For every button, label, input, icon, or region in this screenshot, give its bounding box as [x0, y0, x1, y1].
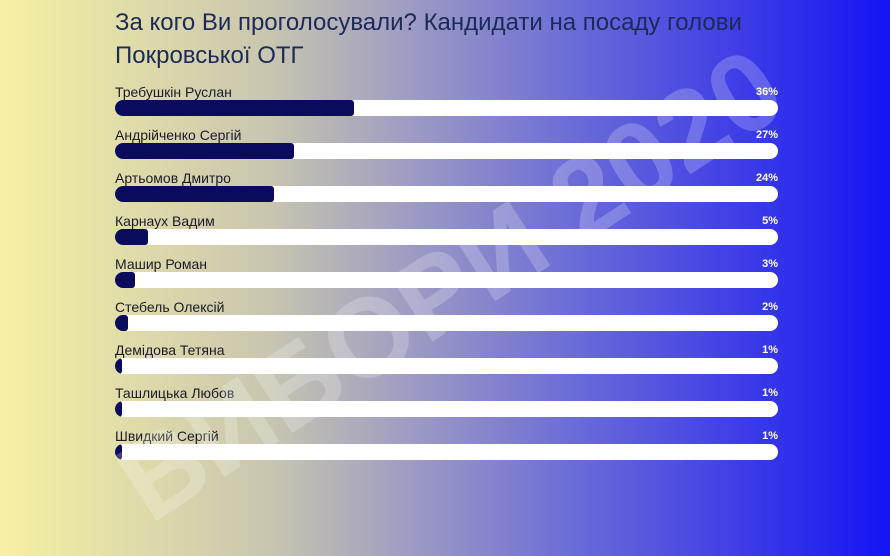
- value-label: 36%: [755, 86, 778, 98]
- bar: [115, 444, 122, 460]
- category-label: Требушкін Руслан: [115, 84, 232, 100]
- category-label: Карнаух Вадим: [115, 213, 215, 229]
- page: За кого Ви проголосували? Кандидати на п…: [0, 0, 890, 494]
- bar-track: [115, 100, 778, 116]
- bar: [115, 186, 275, 202]
- chart-title: За кого Ви проголосували? Кандидати на п…: [115, 9, 742, 69]
- bar-track: [115, 358, 778, 374]
- value-label: 1%: [762, 387, 778, 399]
- category-label: Артьомов Дмитро: [115, 170, 231, 186]
- bar-track: [115, 229, 778, 245]
- bar-track: [115, 186, 778, 202]
- bar: [115, 100, 354, 116]
- bar-track: [115, 401, 778, 417]
- bar: [115, 229, 149, 245]
- bar-track: [115, 444, 778, 460]
- bar-row: Демідова Тетяна 1%: [115, 342, 778, 382]
- bar-row: Ташлицька Любов 1%: [115, 385, 778, 425]
- bar: [115, 358, 122, 374]
- bar-row: Стебель Олексій 2%: [115, 299, 778, 339]
- value-label: 24%: [755, 172, 778, 184]
- bar: [115, 315, 129, 331]
- category-label: Ташлицька Любов: [115, 385, 235, 401]
- value-label: 3%: [762, 258, 778, 270]
- bar-track: [115, 143, 778, 159]
- value-label: 2%: [762, 301, 778, 313]
- value-label: 27%: [755, 129, 778, 141]
- category-label: Швидкий Сергій: [115, 428, 219, 444]
- bar-row: Карнаух Вадим 5%: [115, 213, 778, 253]
- bar-row: Швидкий Сергій 1%: [115, 428, 778, 468]
- bar: [115, 143, 294, 159]
- bar-row: Артьомов Дмитро 24%: [115, 170, 778, 210]
- bar-row: Андрійченко Сергій 27%: [115, 127, 778, 167]
- bar-track: [115, 272, 778, 288]
- value-label: 1%: [762, 430, 778, 442]
- category-label: Андрійченко Сергій: [115, 127, 242, 143]
- value-label: 1%: [762, 344, 778, 356]
- bar-track: [115, 315, 778, 331]
- bar-row: Машир Роман 3%: [115, 256, 778, 296]
- category-label: Стебель Олексій: [115, 299, 225, 315]
- bar: [115, 272, 135, 288]
- bar-row: Требушкін Руслан 36%: [115, 84, 778, 124]
- category-label: Демідова Тетяна: [115, 342, 225, 358]
- category-label: Машир Роман: [115, 256, 207, 272]
- bar: [115, 401, 122, 417]
- value-label: 5%: [762, 215, 778, 227]
